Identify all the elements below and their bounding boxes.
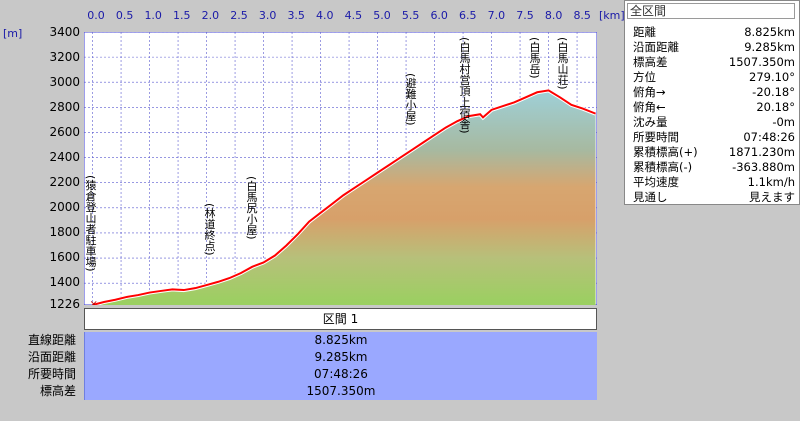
y-tick-label: 3400 — [49, 25, 80, 39]
waypoint-label: (避難小屋) — [404, 73, 417, 126]
summary-value: 1871.230m — [728, 145, 795, 159]
x-tick-label: 4.0 — [316, 9, 334, 22]
summary-key: 平均速度 — [633, 175, 679, 189]
x-tick-label: 2.5 — [230, 9, 248, 22]
summary-row: 方位 279.10° — [633, 70, 797, 85]
summary-value: 1507.350m — [728, 55, 795, 69]
stat-value: 1507.350m — [84, 383, 597, 400]
x-tick-label: 5.5 — [401, 9, 420, 22]
y-tick-label: 1600 — [49, 250, 80, 264]
stat-label: 沿面距離 — [27, 350, 76, 364]
x-tick-label: 8.0 — [544, 9, 563, 22]
summary-row: 累積標高(-) -363.880m — [633, 160, 797, 175]
summary-key: 累積標高(-) — [633, 160, 693, 174]
summary-key: 俯角← — [633, 100, 666, 114]
y-tick-label: 1800 — [49, 225, 80, 239]
x-tick-label: 3.0 — [258, 9, 277, 22]
y-tick-label: 2800 — [49, 100, 80, 114]
x-tick-label: 4.5 — [344, 9, 363, 22]
summary-value: 279.10° — [749, 70, 795, 84]
y-tick-label: 1400 — [49, 275, 80, 289]
y-tick-label: 2200 — [49, 175, 80, 189]
stat-row: 直線距離 8.825km — [0, 332, 597, 349]
summary-row: 所要時間 07:48:26 — [633, 130, 797, 145]
stat-value: 07:48:26 — [84, 366, 597, 383]
x-axis-top: 0.0 0.5 1.0 1.5 2.0 2.5 3.0 3.5 4.0 4.5 5.0 5.5 6.0 6… — [0, 0, 620, 28]
x-tick-label: 1.5 — [173, 9, 191, 22]
y-unit-label: [m] — [3, 27, 23, 40]
summary-panel: 全区間 距離 8.825km 沿面距離 9.285km 標高差 1507.350m 方位 27… — [624, 0, 800, 205]
waypoint-label: (白馬山荘) — [556, 37, 569, 90]
x-tick-label: 3.5 — [287, 9, 305, 22]
elevation-profile-chart[interactable]: × — [84, 32, 597, 305]
summary-value: 07:48:26 — [743, 130, 795, 144]
summary-key: 方位 — [633, 70, 656, 84]
section-header[interactable]: 区間 1 — [84, 308, 597, 330]
x-tick-label: 6.5 — [459, 9, 477, 22]
summary-row: 俯角→ -20.18° — [633, 85, 797, 100]
x-tick-label: 7.0 — [487, 9, 506, 22]
y-tick-label: 2400 — [49, 150, 80, 164]
summary-row: 見通し 見えます — [633, 190, 797, 205]
x-tick-label: 7.5 — [516, 9, 534, 22]
summary-value: 9.285km — [744, 40, 795, 54]
y-tick-label: 3200 — [49, 50, 80, 64]
summary-key: 所要時間 — [633, 130, 679, 144]
waypoint-label: (白馬岳) — [528, 37, 541, 79]
summary-row: 俯角← 20.18° — [633, 100, 797, 115]
summary-key: 距離 — [633, 25, 656, 39]
y-tick-label: 2600 — [49, 125, 80, 139]
summary-row: 距離 8.825km — [633, 25, 797, 40]
panel-title: 全区間 — [627, 3, 795, 19]
summary-key: 標高差 — [633, 55, 668, 69]
y-axis-labels: 3400 3200 3000 2800 2600 2400 2200 2000 1800 1600… — [0, 0, 80, 311]
y-tick-label: 3000 — [49, 75, 80, 89]
x-tick-label: 8.5 — [573, 9, 591, 22]
stat-row: 沿面距離 9.285km — [0, 349, 597, 366]
x-tick-label: 6.0 — [430, 9, 448, 22]
waypoint-label: (白馬村営頂上宿舎) — [458, 37, 471, 134]
stat-label: 標高差 — [39, 384, 76, 398]
stat-label: 所要時間 — [27, 367, 76, 381]
stat-row: 所要時間 07:48:26 — [0, 366, 597, 383]
stat-value: 9.285km — [84, 349, 597, 366]
stat-row: 標高差 1507.350m — [0, 383, 597, 400]
summary-value: 8.825km — [744, 25, 795, 39]
summary-value: -20.18° — [752, 85, 795, 99]
summary-value: 1.1km/h — [747, 175, 795, 189]
y-tick-label: 2000 — [49, 200, 80, 214]
x-unit-label: [km] — [599, 9, 625, 22]
waypoint-label: (白馬尻小屋) — [245, 176, 258, 240]
waypoint-label: (猿倉登山者駐車場) — [84, 175, 97, 272]
stat-label: 直線距離 — [27, 333, 76, 347]
x-tick-label: 0.5 — [115, 9, 134, 22]
terrain-area — [92, 90, 596, 305]
stat-value: 8.825km — [84, 332, 597, 349]
summary-row: 標高差 1507.350m — [633, 55, 797, 70]
summary-row: 沿面距離 9.285km — [633, 40, 797, 55]
profile-line — [92, 89, 596, 305]
summary-value: 見えます — [749, 190, 795, 204]
summary-value: -0m — [772, 115, 795, 129]
x-tick-label: 0.0 — [87, 9, 105, 22]
summary-row: 累積標高(+) 1871.230m — [633, 145, 797, 160]
summary-key: 見通し — [633, 190, 668, 204]
waypoint-label: (林道終点) — [203, 203, 216, 256]
summary-row: 沈み量 -0m — [633, 115, 797, 130]
summary-key: 沈み量 — [633, 115, 668, 129]
summary-row: 平均速度 1.1km/h — [633, 175, 797, 190]
x-tick-label: 5.0 — [373, 9, 391, 22]
summary-key: 累積標高(+) — [633, 145, 698, 159]
x-tick-label: 1.0 — [144, 9, 162, 22]
summary-key: 俯角→ — [633, 85, 666, 99]
summary-value: -363.880m — [732, 160, 795, 174]
summary-value: 20.18° — [756, 100, 795, 114]
y-tick-label: 1226 — [49, 297, 80, 311]
start-marker: × — [90, 299, 98, 305]
summary-key: 沿面距離 — [633, 40, 679, 54]
x-tick-label: 2.0 — [201, 9, 220, 22]
